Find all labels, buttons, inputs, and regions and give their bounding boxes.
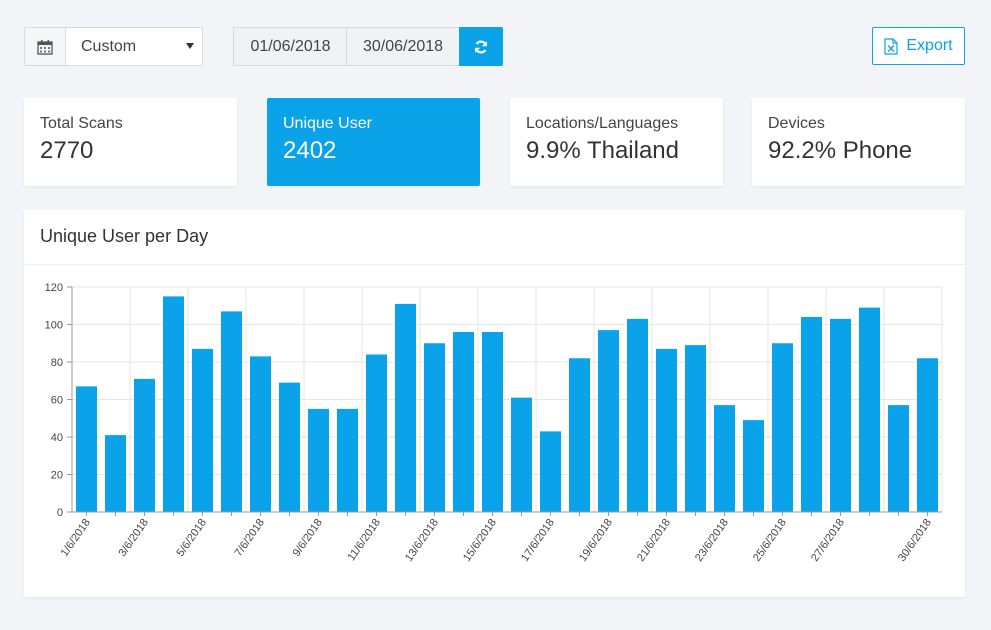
x-tick-label: 7/6/2018: [233, 517, 267, 559]
x-tick-label: 5/6/2018: [175, 517, 209, 559]
bar: [627, 318, 648, 512]
bar: [76, 386, 97, 512]
bar: [685, 345, 706, 512]
bar: [366, 354, 387, 512]
x-tick-label: 27/6/2018: [809, 517, 847, 564]
bar: [308, 408, 329, 512]
bar: [250, 356, 271, 512]
card-total-scans[interactable]: Total Scans 2770: [24, 98, 237, 186]
bar: [279, 382, 300, 512]
card-unique-user[interactable]: Unique User 2402: [267, 98, 480, 186]
date-range-select[interactable]: Custom: [24, 27, 203, 66]
y-tick-label: 60: [51, 395, 63, 407]
y-tick-label: 0: [57, 507, 63, 519]
x-tick-label: 1/6/2018: [59, 517, 93, 559]
x-tick-label: 15/6/2018: [461, 517, 499, 564]
bar: [656, 348, 677, 512]
date-to-input[interactable]: 30/06/2018: [346, 27, 460, 66]
y-tick-label: 120: [45, 282, 63, 294]
bar: [569, 358, 590, 512]
export-button[interactable]: Export: [872, 27, 965, 65]
date-from-input[interactable]: 01/06/2018: [233, 27, 347, 66]
bar: [888, 405, 909, 512]
bar: [163, 296, 184, 512]
refresh-icon: [474, 40, 488, 53]
x-tick-label: 17/6/2018: [519, 517, 557, 564]
x-tick-label: 3/6/2018: [117, 517, 151, 559]
bar: [221, 311, 242, 512]
refresh-button[interactable]: [459, 27, 503, 66]
bar: [395, 303, 416, 512]
bar: [859, 307, 880, 512]
unique-user-bar-chart: 0 20 40 60 80 100 120 1/6/2018 3/6/2018 5/6/2018 7…: [45, 282, 943, 564]
chart-title: Unique User per Day: [24, 210, 965, 265]
x-tick-label: 19/6/2018: [577, 517, 615, 564]
bar: [105, 435, 126, 512]
bar: [453, 332, 474, 512]
chart-panel: Unique User per Day 0 20 40 60 80 100 120 1/6/2…: [24, 210, 965, 597]
bar: [772, 343, 793, 512]
bar: [134, 378, 155, 512]
bar: [598, 330, 619, 512]
card-value: 92.2% Phone: [768, 137, 913, 164]
bar: [337, 408, 358, 512]
bar: [424, 343, 445, 512]
card-label: Total Scans: [40, 115, 123, 132]
card-value: 9.9% Thailand: [526, 137, 679, 164]
bar: [192, 348, 213, 512]
card-value: 2770: [40, 137, 94, 164]
card-label: Devices: [768, 115, 825, 132]
x-tick-label: 11/6/2018: [346, 517, 383, 563]
y-tick-label: 80: [51, 357, 63, 369]
y-tick-label: 40: [51, 432, 63, 444]
date-range-label: Custom: [81, 37, 137, 55]
bar: [743, 420, 764, 512]
card-locations-languages[interactable]: Locations/Languages 9.9% Thailand: [510, 98, 723, 186]
bar: [714, 405, 735, 512]
card-label: Locations/Languages: [526, 115, 679, 132]
bar: [801, 317, 822, 512]
caret-down-icon: [186, 43, 194, 49]
calendar-icon: [25, 28, 66, 65]
card-devices[interactable]: Devices 92.2% Phone: [752, 98, 965, 186]
export-label: Export: [906, 37, 953, 54]
bar: [511, 397, 532, 512]
y-tick-label: 20: [51, 470, 63, 482]
bar: [540, 431, 561, 512]
x-tick-label: 25/6/2018: [751, 517, 789, 564]
date-range-value[interactable]: Custom: [66, 28, 202, 65]
card-value: 2402: [283, 137, 337, 164]
excel-file-icon: [884, 37, 898, 55]
bar: [482, 332, 503, 512]
x-tick-label: 13/6/2018: [403, 517, 441, 564]
bar: [917, 358, 938, 512]
x-tick-label: 9/6/2018: [291, 517, 325, 559]
y-tick-label: 100: [45, 320, 63, 332]
card-label: Unique User: [283, 115, 372, 132]
x-tick-label: 21/6/2018: [635, 517, 673, 564]
bar: [830, 318, 851, 512]
x-tick-label: 30/6/2018: [896, 517, 934, 564]
x-tick-label: 23/6/2018: [693, 517, 731, 564]
